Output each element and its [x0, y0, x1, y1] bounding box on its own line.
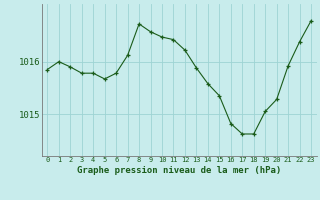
X-axis label: Graphe pression niveau de la mer (hPa): Graphe pression niveau de la mer (hPa): [77, 166, 281, 175]
